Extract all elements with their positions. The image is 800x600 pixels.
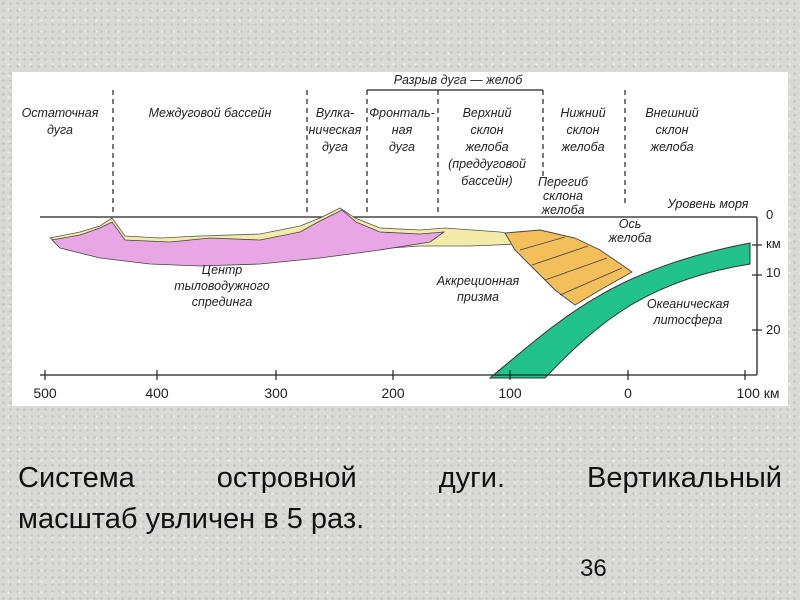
zone-label: склон bbox=[655, 123, 688, 137]
zone-label: ническая bbox=[309, 123, 362, 137]
zone-label: дуга bbox=[389, 140, 415, 154]
annotation: призма bbox=[457, 290, 499, 304]
annotation: желоба bbox=[607, 231, 651, 245]
accretionary-prism bbox=[504, 229, 633, 306]
zone-label: желоба bbox=[649, 140, 693, 154]
x-axis-label: 400 bbox=[145, 385, 169, 401]
annotation: желоба bbox=[540, 203, 584, 217]
zone-label: Верхний bbox=[463, 106, 512, 120]
x-axis-label: 100 bbox=[498, 385, 522, 401]
annotation: спрединга bbox=[192, 295, 253, 309]
zone-label: склон bbox=[566, 123, 599, 137]
zone-label: склон bbox=[470, 123, 503, 137]
depth-axis-label: км bbox=[766, 236, 781, 251]
zone-label: Междуговой бассейн bbox=[149, 106, 272, 120]
zone-label: Нижний bbox=[560, 106, 605, 120]
zone-dividers bbox=[112, 90, 626, 216]
depth-axis-label: 10 bbox=[766, 265, 780, 280]
annotation: тыловодужного bbox=[174, 279, 269, 293]
zone-label: Остаточная bbox=[22, 106, 99, 120]
oceanic-lithosphere bbox=[488, 242, 751, 379]
zone-label: Внешний bbox=[645, 106, 698, 120]
x-axis-label: 500 bbox=[33, 385, 57, 401]
annotation: склона bbox=[543, 189, 583, 203]
caption-line: Система островной дуги. Вертикальный bbox=[18, 462, 782, 494]
zone-label: ная bbox=[392, 123, 413, 137]
zone-label: (преддуговой bbox=[448, 157, 526, 171]
annotation: Перегиб bbox=[538, 175, 589, 189]
x-axis-label: 0 bbox=[624, 385, 632, 401]
zone-label: Фронталь- bbox=[369, 106, 435, 120]
annotation: Аккреционная bbox=[436, 274, 520, 288]
annotation: Океаническая bbox=[647, 297, 730, 311]
zone-label: дуга bbox=[47, 123, 73, 137]
annotation: литосфера bbox=[653, 313, 723, 327]
x-axis-label: 100 км bbox=[737, 385, 780, 401]
x-axis-label: 200 bbox=[381, 385, 405, 401]
annotation: Центр bbox=[202, 263, 242, 277]
zone-label: дуга bbox=[322, 140, 348, 154]
annotation: Уровень моря bbox=[667, 197, 749, 211]
depth-axis-label: 20 bbox=[766, 322, 780, 337]
zone-label: бассейн) bbox=[461, 174, 512, 188]
axis-ticks bbox=[44, 244, 762, 380]
zone-label: желоба bbox=[464, 140, 508, 154]
zone-label: желоба bbox=[560, 140, 604, 154]
annotation: Ось bbox=[619, 217, 642, 231]
prism-layers bbox=[519, 236, 623, 296]
caption-line: масштаб увличен в 5 раз. bbox=[18, 503, 365, 535]
x-axis-label: 300 bbox=[264, 385, 288, 401]
header-label: Разрыв дуга — желоб bbox=[394, 73, 524, 87]
depth-axis-label: 0 bbox=[766, 207, 773, 222]
page-number: 36 bbox=[580, 555, 607, 582]
zone-label: Вулка- bbox=[316, 106, 354, 120]
arc-crust bbox=[51, 209, 446, 267]
